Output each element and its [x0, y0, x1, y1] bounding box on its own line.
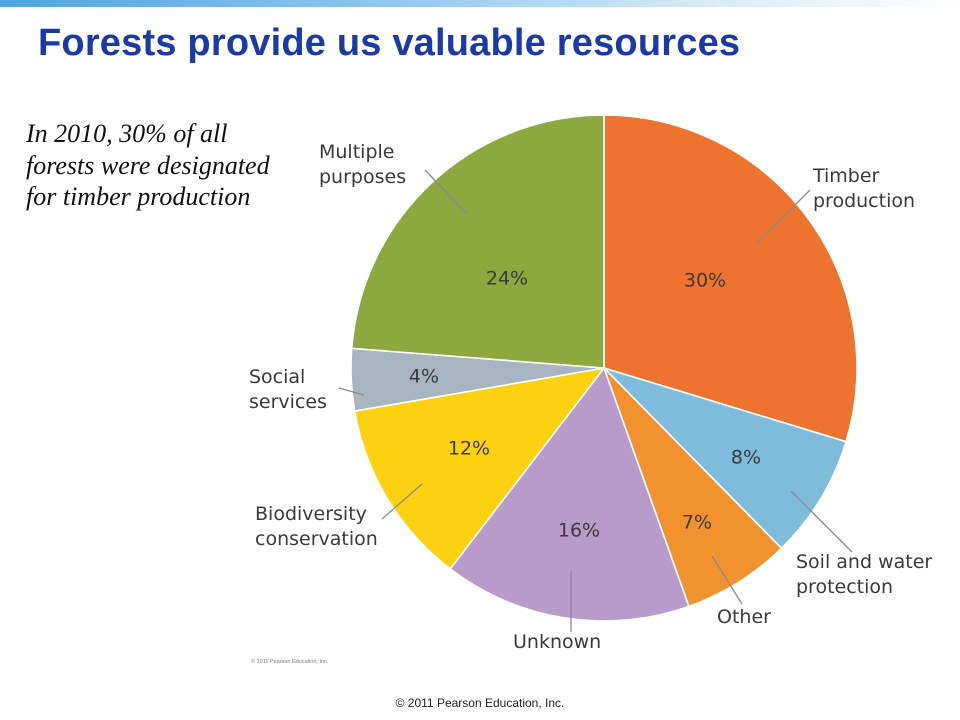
leader-line-soil-and-water-protection	[790, 490, 853, 553]
caption-text: In 2010, 30% of all forests were designa…	[26, 119, 270, 211]
top-accent-bar	[0, 0, 960, 7]
category-label-line: purposes	[319, 166, 406, 188]
slide-title: Forests provide us valuable resources	[38, 22, 741, 64]
category-label-line: protection	[796, 576, 893, 598]
slice-category-label-soil-and-water-protection: Soil and water protection	[796, 551, 932, 598]
slice-value-label-social-services: 4%	[409, 366, 439, 388]
slice-value-label-multiple-purposes: 24%	[486, 268, 528, 290]
slice-value-label-soil-and-water-protection: 8%	[731, 447, 761, 469]
slice-category-labels: Timber production Soil and water protection…	[249, 141, 932, 653]
slice-value-label-unknown: 16%	[558, 520, 600, 542]
leader-line-social-services	[338, 387, 365, 396]
pie-slices	[350, 114, 858, 622]
pie-slice-multiple-purposes	[350, 114, 605, 369]
slice-value-labels: 30% 8% 7% 16% 12% 4% 24%	[409, 268, 761, 542]
leader-line-timber-production	[755, 189, 811, 245]
pie-slice-biodiversity-conservation	[353, 366, 606, 571]
category-label-line: services	[249, 391, 327, 413]
slice-category-label-social-services: Social services	[249, 366, 327, 413]
category-label-line: Other	[717, 606, 771, 628]
leader-line-multiple-purposes	[424, 169, 467, 214]
footer-copyright: © 2011 Pearson Education, Inc.	[395, 696, 565, 710]
category-label-line: production	[813, 190, 915, 212]
leader-line-other	[711, 555, 743, 605]
slice-category-label-timber-production: Timber production	[812, 165, 915, 212]
chart-credit: © 2011 Pearson Education, Inc.	[251, 659, 329, 665]
category-label-line: Unknown	[513, 631, 601, 653]
pie-slice-timber-production	[603, 114, 858, 443]
slice-category-label-biodiversity-conservation: Biodiversity conservation	[255, 503, 378, 550]
category-label-line: Timber	[812, 165, 880, 187]
slice-category-label-other: Other	[717, 606, 771, 628]
category-label-line: conservation	[255, 528, 378, 550]
slice-value-label-timber-production: 30%	[684, 270, 726, 292]
pie-slice-unknown	[449, 366, 690, 622]
category-label-line: Multiple	[319, 141, 394, 163]
slice-category-label-multiple-purposes: Multiple purposes	[319, 141, 406, 188]
slice-category-label-unknown: Unknown	[513, 631, 601, 653]
category-label-line: Soil and water	[796, 551, 932, 573]
slice-value-label-other: 7%	[682, 512, 712, 534]
slice-value-label-biodiversity-conservation: 12%	[448, 438, 490, 460]
leader-lines	[338, 169, 853, 632]
pie-slice-soil-and-water-protection	[603, 367, 848, 550]
category-label-line: Biodiversity	[255, 503, 367, 525]
category-label-line: Social	[249, 366, 305, 388]
leader-line-biodiversity-conservation	[381, 483, 423, 520]
pie-slice-other	[603, 367, 783, 608]
